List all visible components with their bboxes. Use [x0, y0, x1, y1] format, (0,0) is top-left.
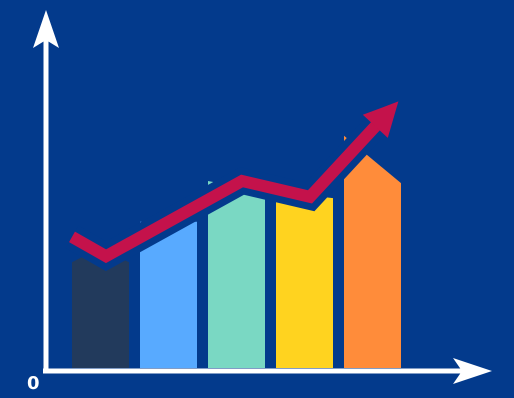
- trend-arrowhead: [362, 101, 399, 138]
- bar-5: [344, 135, 401, 368]
- bar-1: [72, 247, 129, 368]
- bar-4: [276, 191, 333, 368]
- y-axis-arrowhead: [33, 10, 59, 48]
- bar-2: [140, 221, 197, 368]
- bar-3: [208, 180, 265, 368]
- trend-line: [69, 119, 383, 264]
- bars-layer: [72, 135, 401, 368]
- x-axis-arrowhead: [453, 358, 492, 384]
- trend-layer: [65, 101, 399, 272]
- origin-tick-label: 0: [27, 373, 40, 394]
- axes-layer: [33, 10, 492, 384]
